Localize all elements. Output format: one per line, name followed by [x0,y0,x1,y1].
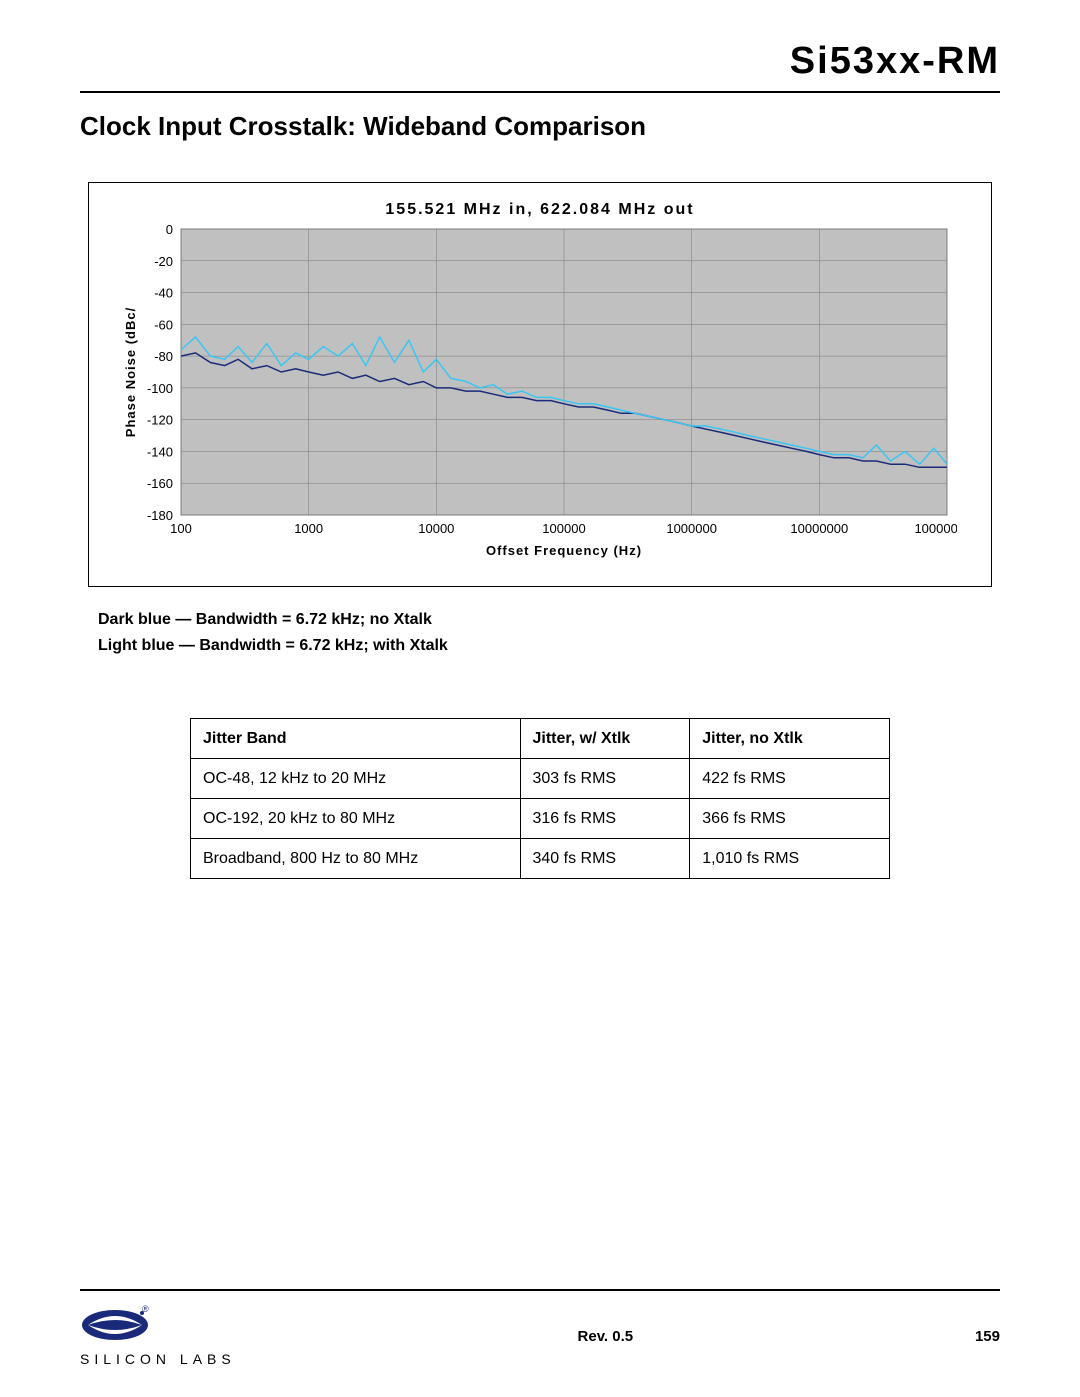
table-cell: 1,010 fs RMS [690,839,890,879]
svg-text:1000000: 1000000 [666,521,717,536]
svg-text:-40: -40 [154,286,173,301]
svg-text:-80: -80 [154,349,173,364]
table-row: Broadband, 800 Hz to 80 MHz340 fs RMS1,0… [191,839,890,879]
svg-text:-100: -100 [147,381,173,396]
footer: ® SILICON LABS Rev. 0.5 159 [80,1289,1000,1367]
table-header: Jitter Band [191,719,521,759]
logo-text: SILICON LABS [80,1351,236,1367]
jitter-table: Jitter BandJitter, w/ XtlkJitter, no Xtl… [190,718,890,879]
svg-text:100000: 100000 [542,521,585,536]
table-cell: 303 fs RMS [520,759,690,799]
phase-noise-chart: 155.521 MHz in, 622.084 MHz out 0 -20 -40 -… [88,182,992,587]
table-row: OC-192, 20 kHz to 80 MHz316 fs RMS366 fs… [191,799,890,839]
section-title: Clock Input Crosstalk: Wideband Comparis… [80,111,1000,142]
svg-text:-180: -180 [147,508,173,523]
logo-icon: ® [80,1305,210,1349]
table-header: Jitter, w/ Xtlk [520,719,690,759]
table-cell: 340 fs RMS [520,839,690,879]
table-cell: 316 fs RMS [520,799,690,839]
svg-text:-140: -140 [147,444,173,459]
table-cell: OC-192, 20 kHz to 80 MHz [191,799,521,839]
page-number: 159 [975,1328,1000,1345]
svg-text:10000000: 10000000 [790,521,848,536]
svg-text:0: 0 [166,223,173,237]
table-cell: 366 fs RMS [690,799,890,839]
svg-text:-160: -160 [147,476,173,491]
chart-svg: 0 -20 -40 -60 -80 -100 -120 -140 -160 -180100 1000… [117,223,957,563]
svg-text:Offset Frequency (Hz): Offset Frequency (Hz) [486,543,642,558]
svg-text:100: 100 [170,521,192,536]
legend-line-light: Light blue — Bandwidth = 6.72 kHz; with … [98,633,1000,659]
rule-bottom [80,1289,1000,1291]
table-cell: OC-48, 12 kHz to 20 MHz [191,759,521,799]
svg-text:100000000: 100000000 [914,521,957,536]
doc-title: Si53xx-RM [80,40,1000,83]
svg-text:-20: -20 [154,254,173,269]
rule-top [80,91,1000,93]
table-header: Jitter, no Xtlk [690,719,890,759]
table-cell: Broadband, 800 Hz to 80 MHz [191,839,521,879]
silicon-labs-logo: ® SILICON LABS [80,1305,236,1367]
table-cell: 422 fs RMS [690,759,890,799]
svg-text:-60: -60 [154,317,173,332]
svg-text:®: ® [142,1305,149,1314]
table-row: OC-48, 12 kHz to 20 MHz303 fs RMS422 fs … [191,759,890,799]
svg-text:1000: 1000 [294,521,323,536]
svg-text:10000: 10000 [418,521,454,536]
svg-text:-120: -120 [147,413,173,428]
legend: Dark blue — Bandwidth = 6.72 kHz; no Xta… [98,607,1000,658]
svg-text:Phase Noise (dBc/: Phase Noise (dBc/ [123,307,138,437]
legend-line-dark: Dark blue — Bandwidth = 6.72 kHz; no Xta… [98,607,1000,633]
revision: Rev. 0.5 [578,1328,634,1345]
chart-title: 155.521 MHz in, 622.084 MHz out [117,201,963,219]
